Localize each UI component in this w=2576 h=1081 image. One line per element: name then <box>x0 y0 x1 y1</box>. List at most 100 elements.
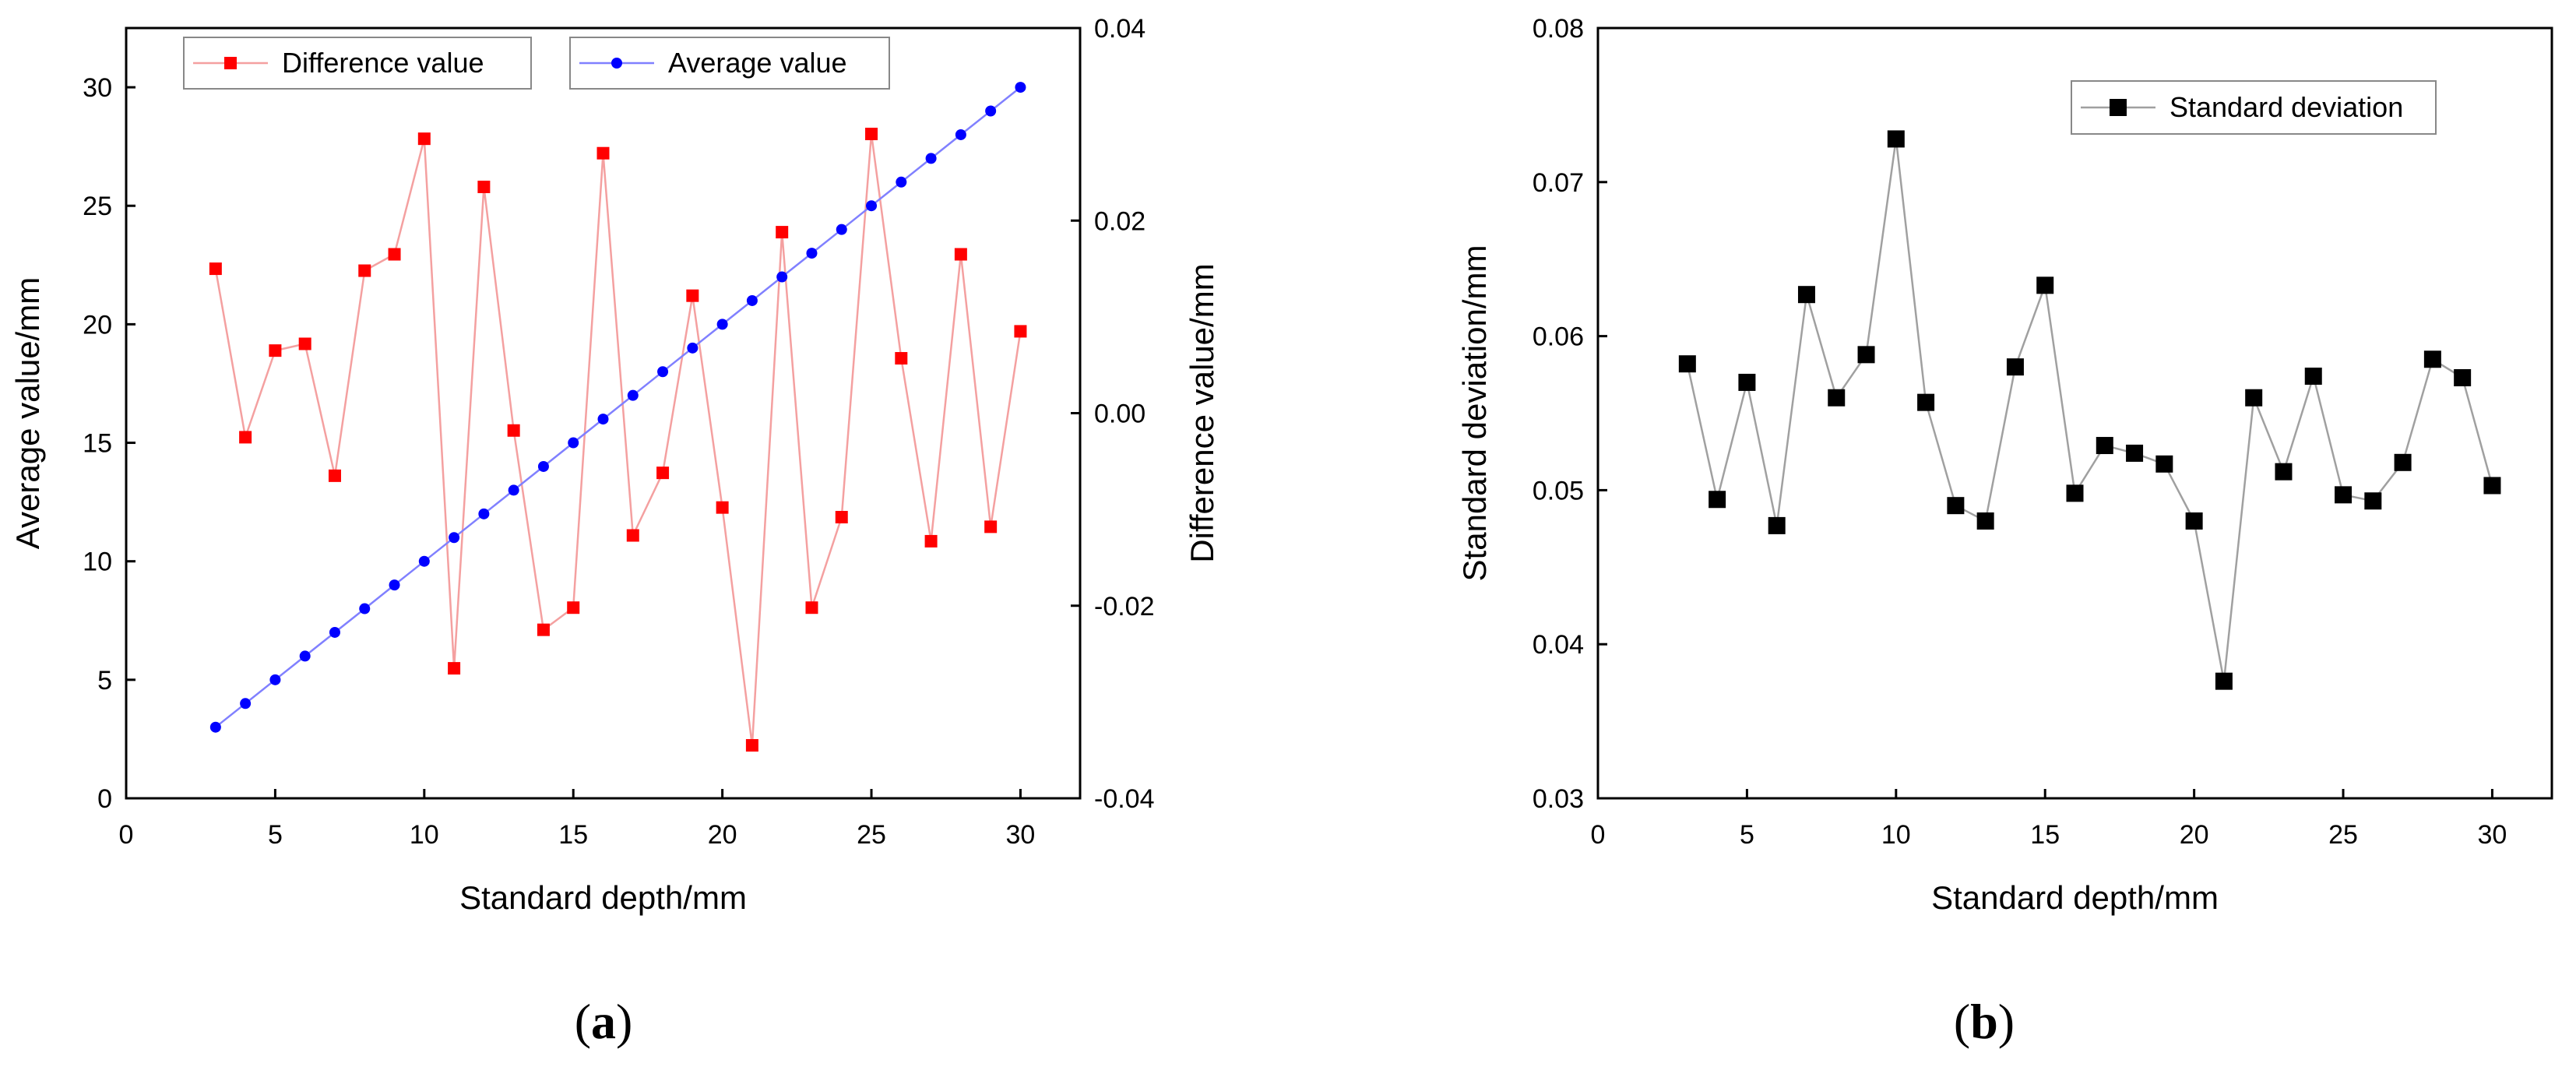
y-axis-title: Standard deviation/mm <box>1456 245 1493 582</box>
y-tick-label: 15 <box>83 429 112 459</box>
data-point <box>269 674 281 685</box>
data-point <box>776 226 789 239</box>
data-point <box>507 424 520 437</box>
data-point <box>597 414 609 425</box>
data-point <box>568 437 579 449</box>
x-axis-title: Standard depth/mm <box>459 879 747 916</box>
y2-tick-label: -0.02 <box>1094 592 1155 621</box>
data-point <box>925 153 937 164</box>
data-point <box>1014 325 1027 338</box>
data-point <box>716 319 728 330</box>
x-tick-label: 25 <box>2328 820 2358 850</box>
data-point <box>298 337 311 350</box>
panel-b-chart: 0 5 10 15 20 25 30 0.03 0.04 0.05 0.06 0.07 0.08 Stan… <box>1456 14 2553 1049</box>
data-point <box>716 501 729 514</box>
data-point <box>269 344 282 357</box>
data-point <box>627 389 639 401</box>
data-point <box>2006 358 2024 376</box>
data-point <box>388 248 401 261</box>
y2-tick-label: -0.04 <box>1094 784 1155 814</box>
legend-label: Standard deviation <box>2170 91 2403 123</box>
data-point <box>687 342 699 354</box>
panel-label: (a) <box>575 994 633 1049</box>
data-point <box>2423 350 2441 368</box>
data-point <box>2185 512 2203 530</box>
data-point <box>1828 389 1846 407</box>
data-point <box>449 532 460 544</box>
plot-frame <box>125 26 1082 800</box>
data-point <box>1857 346 1875 364</box>
panel-label-part: ) <box>616 994 632 1049</box>
x-tick-label: 0 <box>119 820 134 850</box>
panel-label-part: ( <box>575 994 591 1049</box>
legend-marker <box>611 58 622 69</box>
data-point <box>2335 486 2353 504</box>
data-point <box>2394 453 2412 471</box>
series-line-average-value <box>215 86 1022 728</box>
data-point <box>806 248 818 259</box>
x-tick-label: 15 <box>2030 820 2060 850</box>
data-point <box>477 180 491 193</box>
data-point <box>239 431 252 444</box>
data-point <box>954 248 967 261</box>
data-point <box>985 105 997 117</box>
legend-label: Difference value <box>282 47 484 79</box>
y-tick-label: 0.04 <box>1533 630 1584 660</box>
y-axis-title: Average value/mm <box>9 277 46 549</box>
panel-label-part: b <box>1970 994 1998 1049</box>
data-point <box>984 520 998 533</box>
data-point <box>1887 130 1905 148</box>
y-tick-label: 30 <box>83 73 112 103</box>
data-point <box>1917 393 1935 411</box>
data-point <box>2096 437 2113 455</box>
data-point <box>776 271 788 283</box>
x-tick-label: 10 <box>410 820 439 850</box>
data-point <box>2275 463 2293 481</box>
data-point <box>2304 368 2322 386</box>
data-point <box>626 529 639 542</box>
data-point <box>745 739 758 752</box>
data-point <box>2364 492 2382 510</box>
panel-label-part: ) <box>1998 994 2015 1049</box>
data-point <box>508 484 519 496</box>
data-point <box>418 555 430 567</box>
panel-label: (b) <box>1954 994 2015 1049</box>
legend-box <box>2071 80 2437 135</box>
y-tick-label: 10 <box>83 548 112 577</box>
data-point <box>299 650 311 662</box>
y-tick-label: 0.05 <box>1533 476 1584 505</box>
data-point <box>896 176 907 188</box>
plot-frame <box>1596 26 2553 800</box>
x-tick-label: 30 <box>1006 820 1036 850</box>
data-point <box>359 603 371 614</box>
y2-tick-label: 0.02 <box>1094 206 1145 236</box>
data-point <box>895 352 908 365</box>
data-point <box>657 366 669 378</box>
data-point <box>2215 672 2233 690</box>
y-tick-label: 0.06 <box>1533 322 1584 352</box>
series-line-standard-deviation <box>1686 138 2493 682</box>
data-point <box>2066 484 2084 502</box>
data-point <box>329 626 340 638</box>
x-tick-label: 5 <box>1740 820 1754 850</box>
data-point <box>389 579 400 591</box>
data-point <box>478 508 490 519</box>
y-tick-label: 20 <box>83 310 112 340</box>
x-tick-label: 5 <box>268 820 283 850</box>
data-point <box>240 698 252 710</box>
data-point <box>1015 82 1026 93</box>
data-point <box>417 132 431 146</box>
data-point <box>537 623 550 636</box>
data-point <box>328 469 341 482</box>
legend-marker <box>2110 99 2127 116</box>
x-tick-label: 10 <box>1881 820 1911 850</box>
data-point <box>448 662 461 675</box>
data-point <box>836 224 847 235</box>
legend-label: Average value <box>668 47 847 79</box>
x-tick-label: 25 <box>857 820 886 850</box>
data-point <box>1678 355 1696 373</box>
y-tick-label: 0.03 <box>1533 784 1584 814</box>
data-point <box>2036 276 2054 294</box>
data-point <box>955 129 966 140</box>
